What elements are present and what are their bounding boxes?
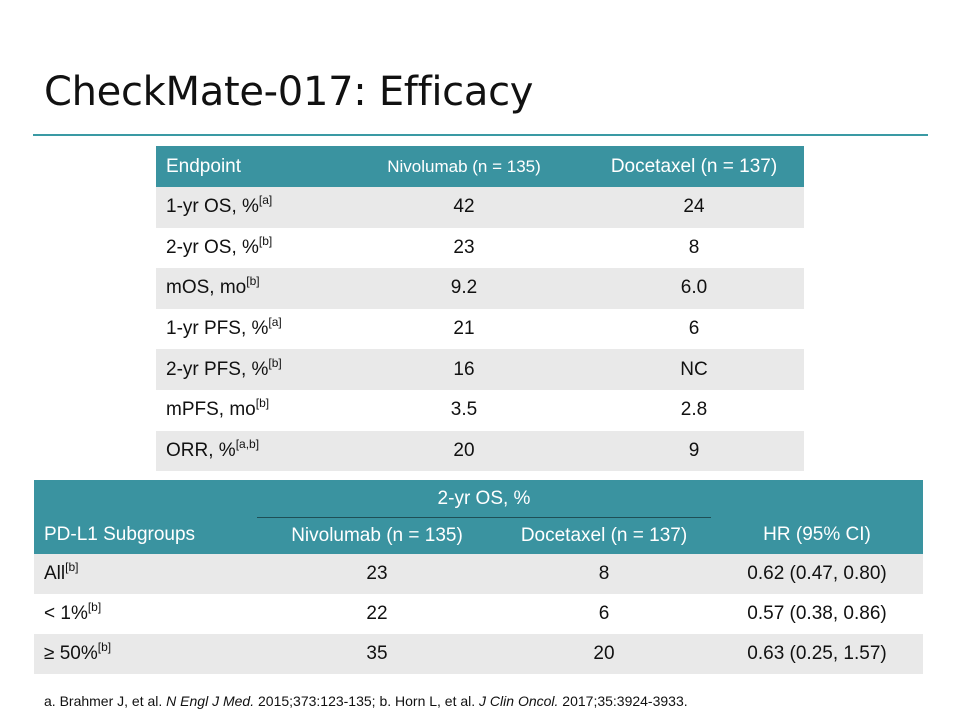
docetaxel-value: 20 [497,634,711,674]
nivolumab-value: 42 [344,187,584,228]
table-row: mPFS, mo[b] 3.5 2.8 [156,390,804,431]
docetaxel-value: 6 [688,318,700,340]
slide-title: CheckMate-017: Efficacy [44,69,534,115]
column-header-docetaxel: Docetaxel (n = 137) [497,518,711,554]
docetaxel-value: 2.8 [680,399,708,421]
table-row: All[b] 23 8 0.62 (0.47, 0.80) [34,554,923,594]
efficacy-endpoints-table: Endpoint Nivolumab (n = 135) Docetaxel (… [156,146,804,472]
endpoint-label: mOS, mo[b] [156,268,344,309]
nivolumab-value: 23 [257,554,497,594]
nivolumab-value: 23 [453,236,475,258]
nivolumab-value: 21 [453,318,475,340]
table-row: 1-yr OS, %[a] 42 24 [156,187,804,228]
table-row: ORR, %[a,b] 20 9 [156,430,804,472]
journal-name: N Engl J Med. [166,693,255,709]
hr-value: 0.63 (0.25, 1.57) [711,634,923,674]
nivolumab-value: 16 [344,349,584,390]
references-footnote: a. Brahmer J, et al. N Engl J Med. 2015;… [44,693,688,709]
table-header-row: Endpoint Nivolumab (n = 135) Docetaxel (… [156,146,804,187]
nivolumab-value: 9.2 [344,268,584,309]
column-header-docetaxel: Docetaxel (n = 137) [584,146,804,187]
table-row: mOS, mo[b] 9.2 6.0 [156,268,804,309]
endpoint-label: 1-yr PFS, %[a] [166,315,282,340]
table-row: 1-yr PFS, %[a] 21 6 [156,309,804,350]
table-row: ≥ 50%[b] 35 20 0.63 (0.25, 1.57) [34,634,923,674]
table-header-row: PD-L1 Subgroups 2-yr OS, % HR (95% CI) [34,480,923,554]
docetaxel-value: 9 [584,430,804,472]
endpoint-label: 1-yr OS, %[a] [156,187,344,228]
endpoint-label: mPFS, mo[b] [166,396,270,421]
nivolumab-value: 3.5 [450,399,478,421]
subgroup-label: < 1%[b] [44,600,102,624]
column-header-nivolumab: Nivolumab (n = 135) [257,518,497,554]
table-subheader-row: Nivolumab (n = 135) Docetaxel (n = 137) [34,518,923,554]
column-header-subgroups: PD-L1 Subgroups [34,480,257,554]
hr-value: 0.62 (0.47, 0.80) [711,554,923,594]
table-row: < 1%[b] 22 6 0.57 (0.38, 0.86) [34,594,923,634]
docetaxel-value: 8 [688,236,700,258]
hr-value: 0.57 (0.38, 0.86) [747,603,887,624]
docetaxel-value: NC [584,349,804,390]
table-row: 2-yr PFS, %[b] 16 NC [156,349,804,390]
group-header-underline [257,517,711,518]
column-group-header-2yr-os: 2-yr OS, % [257,480,711,518]
docetaxel-value: 6.0 [584,268,804,309]
subgroup-label: All[b] [34,554,257,594]
table-row: 2-yr OS, %[b] 23 8 [156,228,804,269]
group-header-label: 2-yr OS, % [437,488,531,509]
pdl1-subgroups-table: PD-L1 Subgroups 2-yr OS, % HR (95% CI) N… [34,480,923,674]
column-header-hr: HR (95% CI) [711,480,923,554]
endpoint-label: 2-yr OS, %[b] [166,233,273,258]
docetaxel-value: 8 [497,554,711,594]
nivolumab-value: 35 [257,634,497,674]
endpoint-label: 2-yr PFS, %[b] [156,349,344,390]
docetaxel-value: 24 [584,187,804,228]
nivolumab-value: 22 [366,603,388,624]
column-header-endpoint: Endpoint [156,146,344,187]
nivolumab-value: 20 [344,430,584,472]
endpoint-label: ORR, %[a,b] [156,430,344,472]
docetaxel-value: 6 [598,603,610,624]
subgroup-label: ≥ 50%[b] [34,634,257,674]
journal-name: J Clin Oncol. [479,693,559,709]
title-divider [33,134,928,136]
column-header-nivolumab: Nivolumab (n = 135) [344,146,584,187]
